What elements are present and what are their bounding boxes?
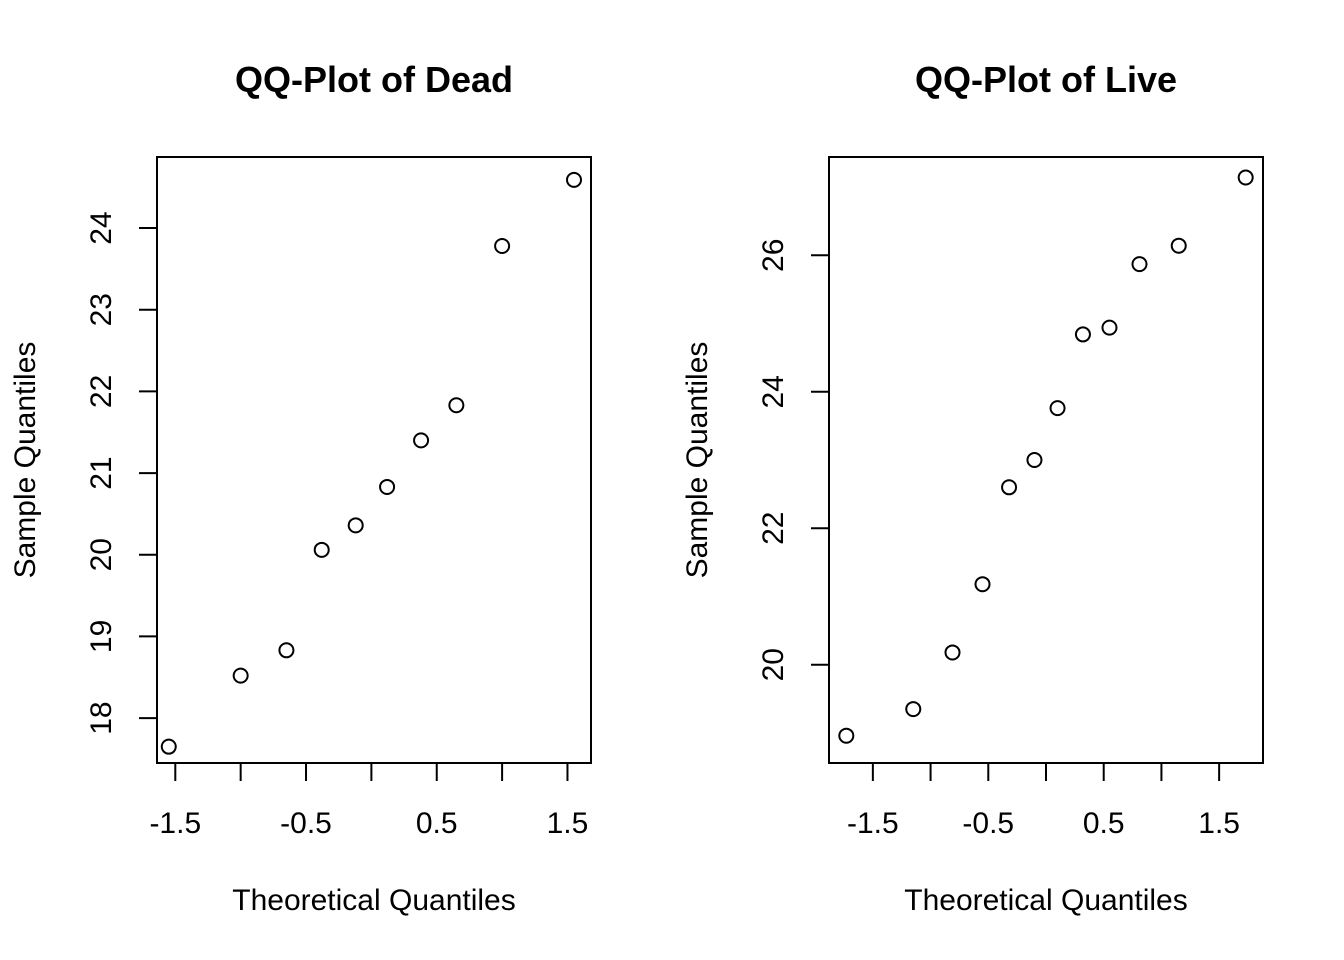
data-point — [944, 644, 961, 661]
plot-frame — [828, 156, 1264, 764]
qq-panel-1: QQ-Plot of Dead -1.5 -0.5 0.5 1.5 18 19 20 21 22 2… — [9, 59, 592, 917]
x-tick-label: 0.5 — [1083, 807, 1125, 840]
y-tick-label: 24 — [85, 211, 118, 244]
data-point — [1074, 326, 1091, 343]
y-tick-label: 18 — [85, 701, 118, 734]
data-point — [1049, 400, 1066, 417]
data-point — [1237, 169, 1254, 186]
x-tick-label: -0.5 — [280, 807, 332, 840]
x-tick-label: 1.5 — [1198, 807, 1240, 840]
x-tick-label: -1.5 — [149, 807, 201, 840]
data-point — [494, 238, 511, 255]
x-tick-label: -0.5 — [962, 807, 1014, 840]
data-point — [1131, 256, 1148, 273]
x-tick-label: 0.5 — [416, 807, 458, 840]
y-axis-label: Sample Quantiles — [9, 342, 42, 579]
data-point — [1101, 319, 1118, 336]
data-point — [413, 432, 430, 449]
y-tick-label: 20 — [757, 648, 790, 681]
y-axis-label: Sample Quantiles — [681, 342, 714, 579]
y-tick-label: 24 — [757, 375, 790, 408]
qq-panel-2: QQ-Plot of Live -1.5 -0.5 0.5 1.5 20 22 24 26 The… — [681, 59, 1264, 917]
y-tick-label: 21 — [85, 456, 118, 489]
chart-title: QQ-Plot of Live — [915, 59, 1177, 100]
data-point — [313, 541, 330, 558]
data-point — [1001, 479, 1018, 496]
y-tick-label: 22 — [757, 512, 790, 545]
chart-title: QQ-Plot of Dead — [235, 59, 513, 100]
y-tick-label: 26 — [757, 239, 790, 272]
data-point — [566, 171, 583, 188]
x-axis-label: Theoretical Quantiles — [904, 884, 1187, 917]
data-point — [905, 701, 922, 718]
data-point — [379, 478, 396, 495]
data-point — [974, 576, 991, 593]
y-tick-label: 22 — [85, 375, 118, 408]
data-point — [838, 727, 855, 744]
data-point — [347, 517, 364, 534]
data-point — [232, 667, 249, 684]
data-point — [278, 642, 295, 659]
x-tick-label: 1.5 — [547, 807, 589, 840]
data-point — [160, 738, 177, 755]
x-axis-label: Theoretical Quantiles — [232, 884, 515, 917]
data-point — [1170, 237, 1187, 254]
data-point — [1026, 452, 1043, 468]
plot-frame — [156, 156, 592, 764]
data-point — [448, 397, 465, 414]
x-tick-label: -1.5 — [847, 807, 899, 840]
y-tick-label: 19 — [85, 620, 118, 653]
y-tick-label: 23 — [85, 293, 118, 326]
y-tick-label: 20 — [85, 538, 118, 571]
